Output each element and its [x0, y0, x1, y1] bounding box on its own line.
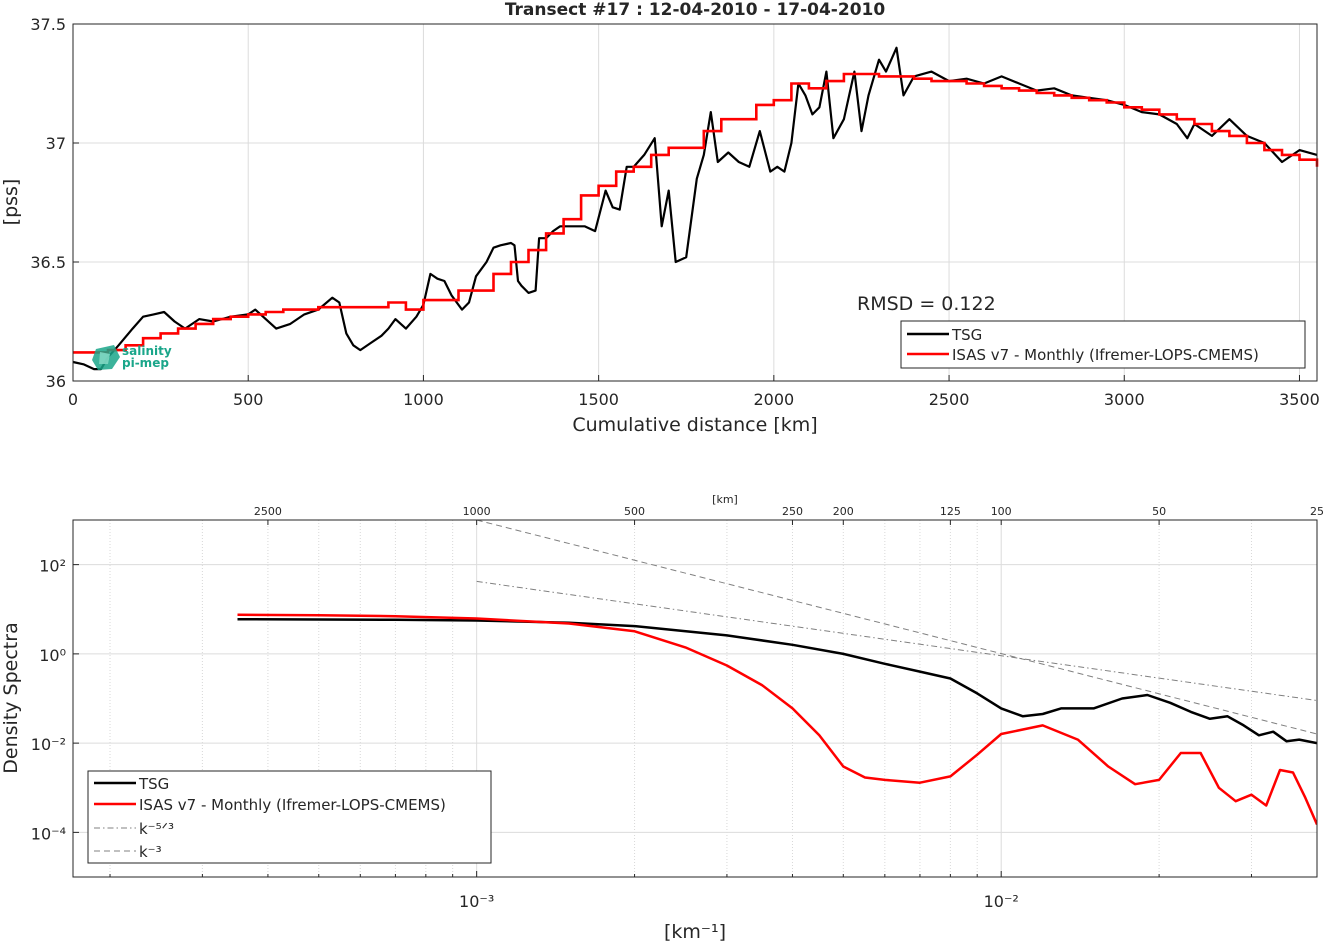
bottom-x-tick-label: 10⁻² — [984, 892, 1019, 911]
bottom-legend-label-tsg: TSG — [138, 775, 169, 793]
bottom-legend-box — [87, 770, 492, 864]
isas-series-line — [73, 72, 1319, 354]
rmsd-annotation: RMSD = 0.122 — [857, 293, 996, 315]
top-x-tick-label: 1000 — [403, 390, 444, 409]
top-y-tick-label: 37.5 — [30, 15, 66, 34]
top-x-tick-label: 0 — [68, 390, 78, 409]
bottom-x-axis-label: [km⁻¹] — [664, 921, 726, 942]
bottom-axes-box — [72, 519, 1318, 878]
bottom-y-tick-label: 10⁻⁴ — [31, 824, 66, 843]
logo-text-pimep: pi-mep — [122, 356, 169, 370]
tsg-series-line — [72, 46, 1318, 371]
top-x-tick-label: 2000 — [753, 390, 794, 409]
bottom-y-axis-label: Density Spectra — [0, 622, 22, 773]
top-x-tick-label: 2500 — [929, 390, 970, 409]
top-y-axis-label: [pss] — [0, 179, 22, 226]
bottom-series — [237, 520, 1317, 826]
bottom-top-tick-label: 25 — [1310, 505, 1324, 518]
logo-globe-highlight — [99, 352, 110, 364]
spectra-isas-line — [237, 613, 1317, 826]
top-x-tick-label: 3500 — [1279, 390, 1320, 409]
top-x-tick-label: 3000 — [1104, 390, 1145, 409]
bottom-top-tick-label: 200 — [833, 505, 854, 518]
top-legend: TSG ISAS v7 - Monthly (Ifremer-LOPS-CMEM… — [900, 320, 1306, 369]
top-y-tick-label: 36 — [46, 372, 66, 391]
top-legend-label-tsg: TSG — [951, 326, 982, 344]
spectra-tsg-line — [237, 617, 1317, 745]
bottom-legend-label-k53: k⁻⁵ᐟ³ — [139, 820, 174, 838]
top-y-tick-label: 36.5 — [30, 253, 66, 272]
top-ticks: 0 500 1000 1500 2000 2500 3000 3500 36 36.5 37 37.5 — [30, 15, 1319, 409]
bottom-legend-label-isas: ISAS v7 - Monthly (Ifremer-LOPS-CMEMS) — [139, 796, 446, 814]
top-x-axis-label: Cumulative distance [km] — [572, 414, 817, 436]
logo-text-salinity: salinity — [122, 344, 172, 358]
bottom-y-tick-label: 10⁰ — [39, 646, 66, 665]
bottom-top-tick-label: 125 — [940, 505, 961, 518]
top-series — [72, 46, 1319, 371]
bottom-top-tick-label: 1000 — [463, 505, 491, 518]
top-y-tick-label: 37 — [46, 134, 66, 153]
bottom-top-tick-label: 100 — [991, 505, 1012, 518]
top-chart-title: Transect #17 : 12-04-2010 - 17-04-2010 — [505, 0, 886, 20]
top-x-tick-label: 500 — [233, 390, 264, 409]
bottom-top-tick-label: 250 — [782, 505, 803, 518]
bottom-top-tick-label: 50 — [1152, 505, 1166, 518]
bottom-y-tick-label: 10⁻² — [31, 735, 66, 754]
top-legend-box — [900, 320, 1306, 369]
bottom-top-tick-label: 2500 — [254, 505, 282, 518]
bottom-top-axis-label: [km] — [712, 493, 738, 506]
reference-k-5-3-line — [476, 580, 1317, 701]
top-axes-box — [72, 23, 1318, 382]
salinity-transect-chart: 0 500 1000 1500 2000 2500 3000 3500 36 36.5 37 37.5… — [0, 0, 1320, 436]
bottom-legend: TSG ISAS v7 - Monthly (Ifremer-LOPS-CMEM… — [87, 770, 492, 864]
reference-k-3-line — [476, 520, 1317, 735]
top-legend-label-isas: ISAS v7 - Monthly (Ifremer-LOPS-CMEMS) — [952, 346, 1259, 364]
salinity-pi-mep-logo: salinity pi-mep — [92, 344, 172, 370]
bottom-x-tick-label: 10⁻³ — [459, 892, 494, 911]
bottom-y-tick-label: 10² — [39, 557, 66, 576]
density-spectra-chart: 10⁻⁴ 10⁻² 10⁰ 10² 10⁻³ 10⁻² 2500 1000 500 250 200 1… — [0, 493, 1324, 942]
bottom-ticks: 10⁻⁴ 10⁻² 10⁰ 10² 10⁻³ 10⁻² 2500 1000 500 250 200 1… — [31, 505, 1324, 911]
top-x-tick-label: 1500 — [578, 390, 619, 409]
bottom-top-tick-label: 500 — [624, 505, 645, 518]
bottom-legend-label-k3: k⁻³ — [139, 843, 162, 861]
